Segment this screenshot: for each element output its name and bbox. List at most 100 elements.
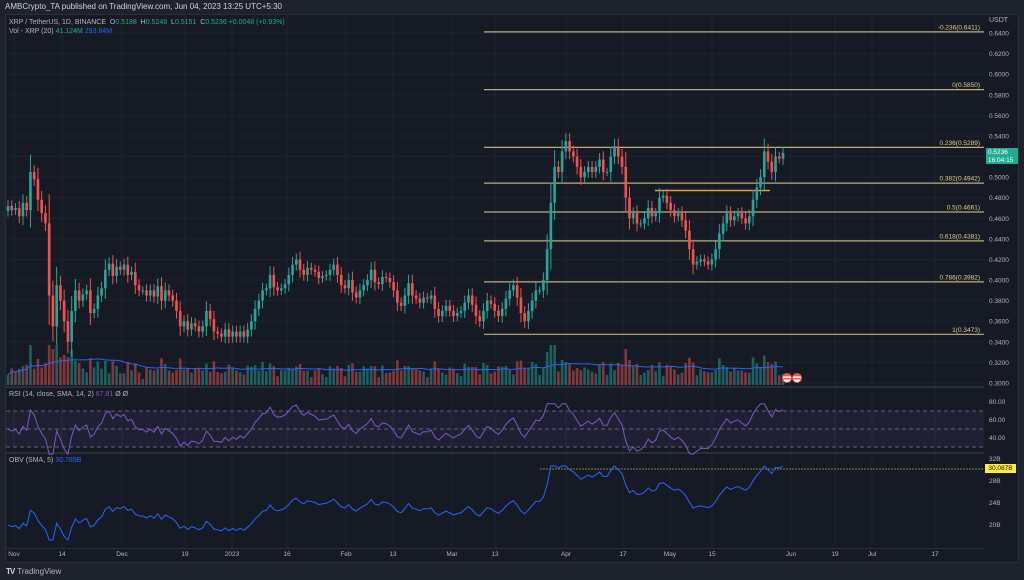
volume-bar — [523, 368, 526, 385]
volume-bar — [242, 374, 246, 385]
volume-bar — [407, 366, 410, 385]
chart-frame[interactable] — [5, 14, 1019, 563]
volume-bar — [452, 369, 455, 385]
fib-level-label: -0.236(0.6411) — [938, 24, 980, 31]
volume-bar — [347, 364, 351, 385]
volume-bar — [104, 360, 107, 385]
volume-bar — [145, 367, 148, 385]
candle-body — [736, 213, 740, 217]
candle-body — [444, 305, 448, 311]
publish-header: AMBCrypto_TA published on TradingView.co… — [0, 0, 1024, 14]
volume-bar — [59, 357, 62, 385]
symbol-legend[interactable]: XRP / TetherUS, 1D, BINANCE O0.5188 H0.5… — [9, 19, 285, 26]
candle-body — [294, 259, 298, 265]
time-axis-label: Feb — [340, 551, 352, 558]
price-axis-label: 0.5600 — [989, 113, 1009, 120]
volume-bar — [426, 377, 429, 385]
candle-body — [163, 290, 167, 301]
volume-bar — [736, 370, 740, 385]
candle-body — [527, 310, 530, 322]
candle-body — [497, 310, 500, 317]
volume-bar — [500, 366, 504, 385]
candle-body — [354, 292, 358, 298]
candle-body — [549, 202, 553, 250]
volume-bar — [126, 362, 130, 385]
volume-bar — [313, 370, 317, 385]
usdt-currency-label: USDT — [989, 17, 1009, 24]
footer: TV TradingView — [0, 563, 1024, 580]
fib-level-label: 0(0.5850) — [952, 82, 980, 89]
candle-body — [403, 295, 407, 306]
us-flag-event-icon[interactable] — [782, 373, 792, 383]
candle-body — [268, 274, 272, 289]
candle-body — [92, 308, 96, 313]
candle-body — [51, 295, 55, 327]
candle-body — [47, 223, 51, 296]
candle-body — [426, 297, 429, 299]
rsi-legend[interactable]: RSI (14, close, SMA, 14, 2) 67.81 Ø Ø — [9, 391, 128, 398]
volume-bar — [182, 369, 186, 385]
volume-bar — [115, 365, 118, 385]
volume-bar — [695, 375, 699, 385]
volume-bar — [530, 362, 534, 385]
volume-bar — [650, 364, 654, 385]
volume-bar — [148, 369, 152, 385]
obv-line — [7, 465, 784, 541]
candle-body — [306, 267, 309, 275]
volume-bar — [493, 371, 497, 385]
fib-level-label: 0.5(0.4661) — [947, 205, 980, 212]
volume-bar — [470, 366, 474, 385]
candle-body — [242, 331, 246, 337]
volume-bar — [508, 369, 512, 385]
candle-body — [545, 249, 549, 281]
candle-body — [684, 220, 687, 231]
candle-body — [590, 166, 594, 172]
time-axis-label: 13 — [491, 551, 499, 558]
candle-body — [167, 290, 171, 296]
volume-bar — [190, 372, 193, 385]
candle-body — [279, 288, 283, 291]
volume-bar — [482, 363, 485, 385]
candle-body — [100, 288, 103, 296]
candle-body — [616, 146, 620, 157]
volume-bar — [579, 370, 583, 385]
volume-bar — [654, 371, 658, 385]
obv-legend[interactable]: OBV (SMA, 5) 30.785B — [9, 457, 81, 464]
volume-bar — [392, 370, 395, 385]
price-axis-label: 0.6200 — [989, 51, 1009, 58]
candle-body — [676, 213, 680, 217]
volume-bar — [141, 379, 145, 385]
volume-legend[interactable]: Vol - XRP (20) 41.124M 293.84M — [9, 28, 112, 35]
ohlc-close: 0.5236 — [205, 19, 227, 26]
volume-bar — [601, 362, 605, 385]
candle-body — [178, 310, 182, 327]
volume-bar — [309, 377, 313, 385]
last-price-badge: 0.5236 16:04:15 — [986, 148, 1018, 164]
candle-body — [133, 271, 137, 286]
volume-bar — [81, 368, 85, 385]
candle-body — [639, 223, 643, 225]
volume-bar — [265, 371, 268, 385]
time-axis-label: 19 — [181, 551, 189, 558]
event-icons[interactable] — [782, 373, 802, 383]
volume-bar — [47, 345, 51, 385]
candle-body — [781, 152, 785, 159]
price-axis-label: 0.4200 — [989, 257, 1009, 264]
volume-bar — [336, 366, 339, 385]
candle-body — [669, 202, 672, 211]
volume-bar — [751, 357, 755, 385]
candle-body — [137, 285, 141, 291]
tradingview-logo[interactable]: TV TradingView — [6, 567, 61, 576]
us-flag-event-icon[interactable] — [792, 373, 802, 383]
candle-body — [309, 267, 313, 270]
price-axis-label: 0.6000 — [989, 72, 1009, 79]
volume-bar — [133, 363, 137, 385]
candle-body — [302, 269, 306, 275]
volume-bar — [777, 375, 781, 385]
volume-bar — [216, 372, 219, 385]
time-axis-label: Nov — [8, 551, 20, 558]
volume-bar — [474, 367, 478, 385]
candle-body — [519, 297, 523, 313]
volume-bar — [388, 372, 392, 385]
